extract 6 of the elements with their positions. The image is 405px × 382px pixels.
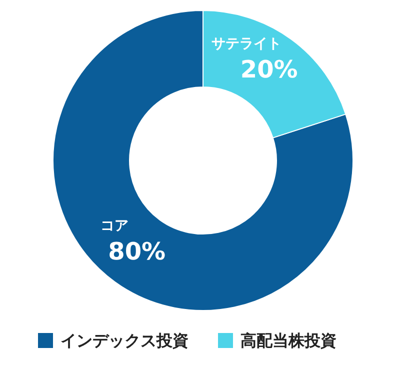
text: サテライト (212, 36, 282, 52)
text: コア (100, 218, 128, 234)
data-label: 80% (108, 238, 166, 266)
data-label: 20% (240, 56, 298, 84)
legend-label: 高配当株投資 (240, 331, 336, 350)
legend-label: インデックス投資 (60, 331, 188, 350)
